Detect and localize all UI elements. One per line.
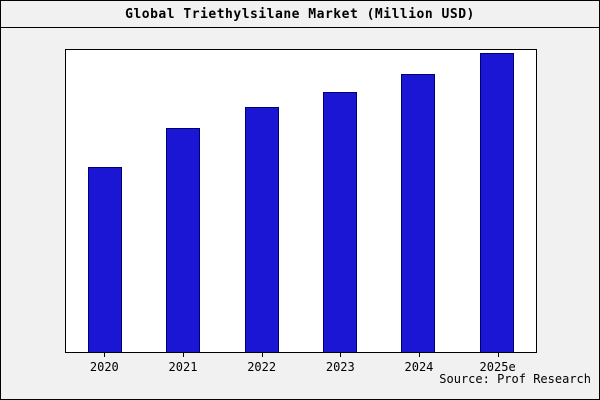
bar-2024 (401, 73, 436, 352)
bar-2025e (479, 53, 514, 352)
x-tick-label-2020: 2020 (80, 353, 128, 374)
x-tick-label-2021: 2021 (159, 353, 207, 374)
x-axis-labels: 2020 2021 2022 2023 2024 2025e (65, 353, 537, 374)
plot-area (65, 49, 537, 353)
chart-title-bar: Global Triethylsilane Market (Million US… (1, 1, 599, 28)
source-note: Source: Prof Research (439, 372, 591, 386)
bar-2022 (244, 106, 279, 352)
bars-container (66, 50, 536, 352)
bar-2020 (88, 166, 123, 352)
bar-2021 (166, 127, 201, 352)
x-tick-label-2023: 2023 (316, 353, 364, 374)
x-tick-label-2025e: 2025e (474, 353, 522, 374)
x-tick-label-2022: 2022 (238, 353, 286, 374)
bar-2023 (323, 91, 358, 352)
x-tick-label-2024: 2024 (395, 353, 443, 374)
chart-title: Global Triethylsilane Market (Million US… (125, 6, 475, 22)
